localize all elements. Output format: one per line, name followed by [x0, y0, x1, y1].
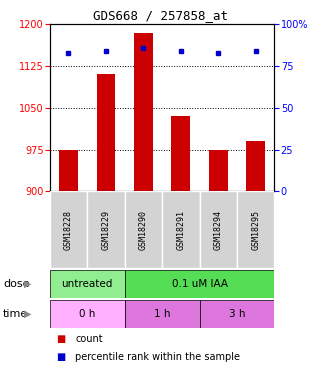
Text: GSM18295: GSM18295	[251, 210, 260, 250]
Text: 0.1 uM IAA: 0.1 uM IAA	[171, 279, 228, 289]
Text: ▶: ▶	[23, 279, 31, 289]
Text: GSM18290: GSM18290	[139, 210, 148, 250]
Bar	[247, 141, 265, 191]
Text: 3 h: 3 h	[229, 309, 245, 319]
Bar	[50, 300, 125, 328]
Bar	[50, 270, 125, 298]
Text: untreated: untreated	[62, 279, 113, 289]
Bar	[87, 191, 125, 268]
Text: ■: ■	[56, 334, 65, 344]
Text: ▶: ▶	[23, 309, 31, 319]
Text: time: time	[3, 309, 29, 319]
Bar	[162, 191, 200, 268]
Bar	[171, 116, 190, 191]
Bar	[237, 191, 274, 268]
Bar	[200, 300, 274, 328]
Text: GSM18294: GSM18294	[214, 210, 223, 250]
Bar	[200, 191, 237, 268]
Text: 0 h: 0 h	[79, 309, 95, 319]
Bar	[125, 300, 200, 328]
Bar	[50, 191, 87, 268]
Bar	[97, 74, 115, 191]
Text: GSM18228: GSM18228	[64, 210, 73, 250]
Text: count: count	[75, 334, 103, 344]
Bar	[134, 33, 153, 191]
Text: GDS668 / 257858_at: GDS668 / 257858_at	[93, 9, 228, 22]
Text: dose: dose	[3, 279, 30, 289]
Bar	[125, 270, 274, 298]
Text: GSM18229: GSM18229	[101, 210, 110, 250]
Bar	[125, 191, 162, 268]
Bar	[59, 150, 78, 191]
Bar	[209, 150, 228, 191]
Text: percentile rank within the sample: percentile rank within the sample	[75, 352, 240, 362]
Text: 1 h: 1 h	[154, 309, 170, 319]
Text: GSM18291: GSM18291	[176, 210, 185, 250]
Text: ■: ■	[56, 352, 65, 362]
